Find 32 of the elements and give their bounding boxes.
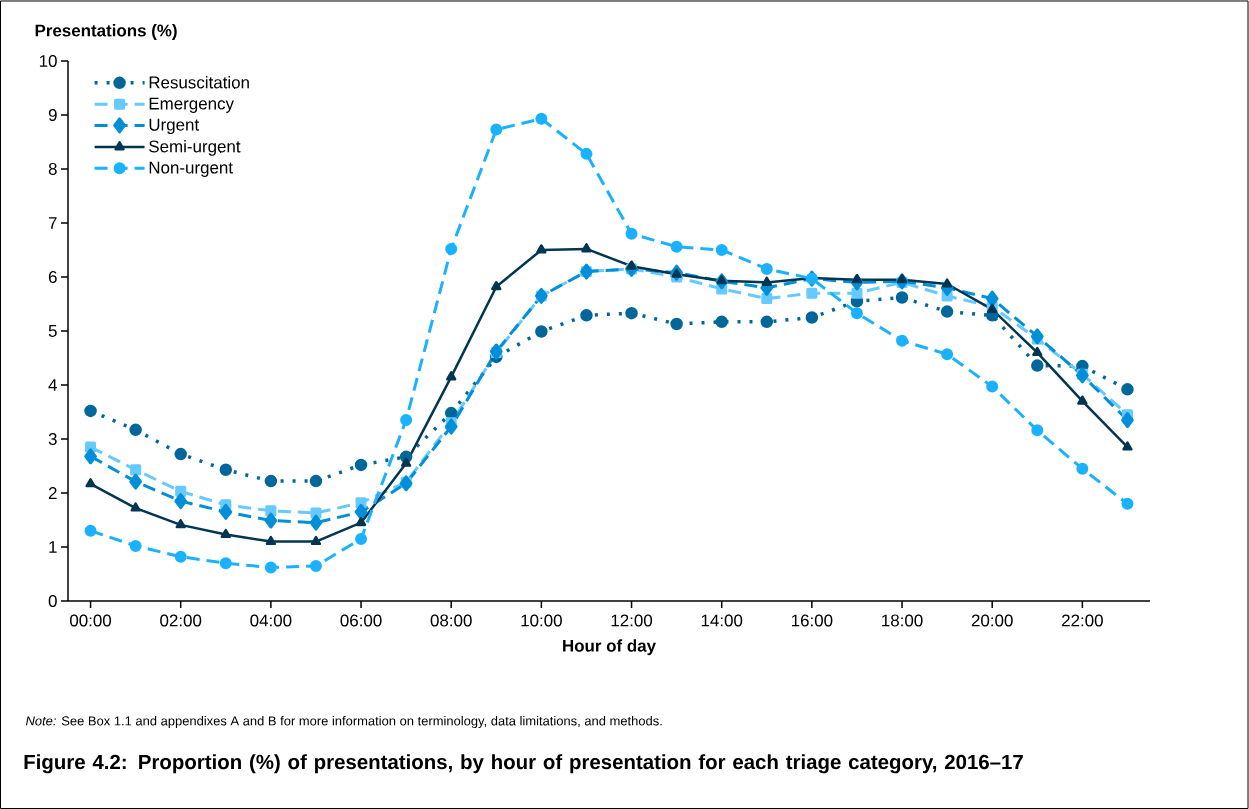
y-tick-label: 1 — [49, 541, 57, 553]
x-tick-label: 16:00 — [791, 614, 833, 627]
x-axis-title: Hour of day — [563, 639, 656, 656]
legend-label: Emergency — [149, 97, 234, 113]
y-tick-label: 3 — [48, 433, 57, 445]
legend-label: Urgent — [149, 118, 200, 135]
y-axis-title: Presentations (%) — [35, 24, 177, 40]
x-tick-label: 14:00 — [701, 614, 743, 627]
y-tick-label: 7 — [48, 217, 57, 229]
text: Note: See Box 1.1 and appendixes A and B for more information on terminology, data limitations, and methods. — [25, 715, 662, 729]
text: Figure 4.2: Proportion (%) of presentations, by hour of presentation for each triage category, 2016–17 — [24, 754, 1023, 774]
y-tick-label: 4 — [48, 379, 57, 391]
x-tick-label: 08:00 — [430, 614, 472, 627]
y-tick-label: 2 — [48, 487, 57, 499]
y-tick-label: 5 — [48, 325, 57, 337]
x-tick-label: 22:00 — [1062, 614, 1103, 627]
x-tick-label: 20:00 — [971, 614, 1013, 627]
legend-label: Resuscitation — [149, 75, 249, 89]
x-tick-label: 04:00 — [250, 614, 292, 627]
y-tick-label: 8 — [48, 162, 57, 175]
x-tick-label: 06:00 — [340, 614, 382, 627]
y-tick-label: 9 — [48, 108, 57, 121]
x-tick-label: 00:00 — [70, 614, 112, 627]
y-tick-label: 6 — [48, 271, 57, 283]
x-tick-label: 12:00 — [611, 614, 653, 627]
y-tick-label: 10 — [39, 54, 57, 67]
x-tick-label: 18:00 — [882, 614, 923, 627]
x-tick-label: 10:00 — [521, 614, 562, 627]
legend-label: Semi-urgent — [149, 140, 241, 156]
y-tick-label: 0 — [48, 595, 57, 607]
legend-label: Non-urgent — [149, 161, 233, 177]
x-tick-label: 02:00 — [160, 614, 202, 627]
